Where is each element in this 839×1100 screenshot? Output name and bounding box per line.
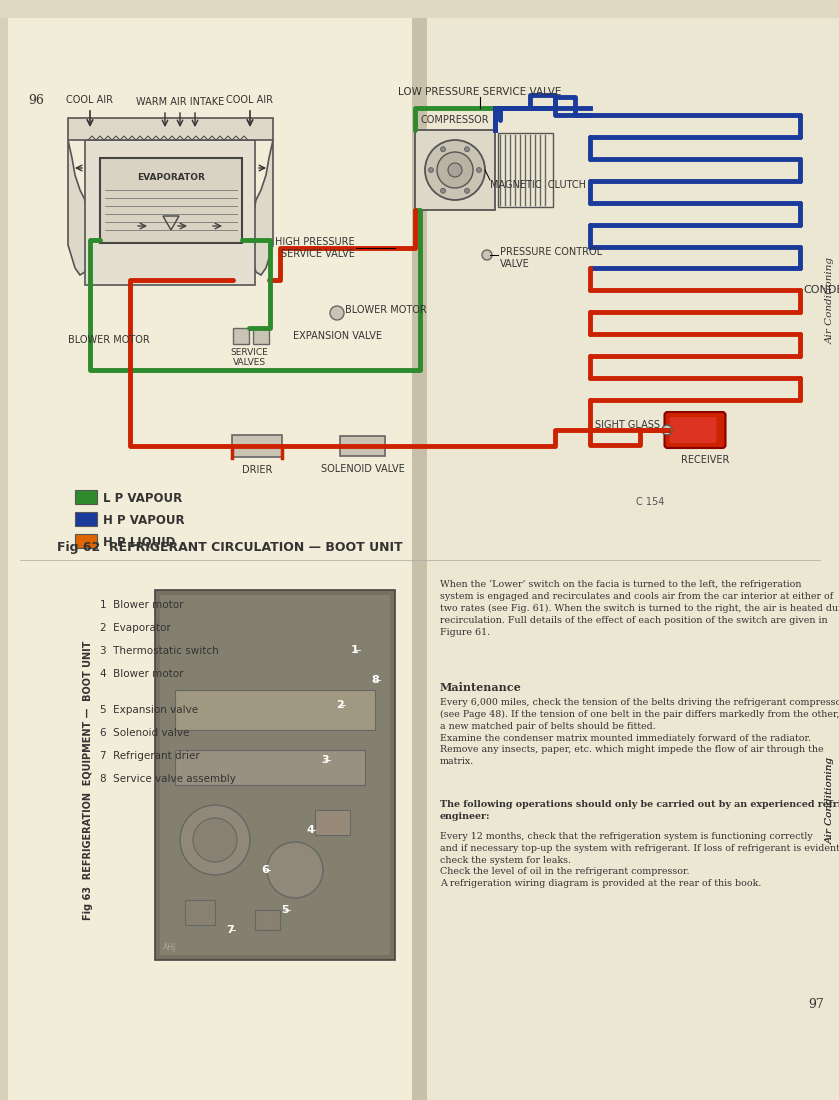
FancyBboxPatch shape (670, 417, 717, 443)
Polygon shape (68, 140, 88, 275)
Text: When the ‘Lower’ switch on the facia is turned to the left, the refrigeration
sy: When the ‘Lower’ switch on the facia is … (440, 580, 839, 637)
Bar (0, 0, 8, 1100)
Text: 8  Service valve assembly: 8 Service valve assembly (100, 774, 236, 784)
Text: H P VAPOUR: H P VAPOUR (103, 514, 185, 527)
Circle shape (440, 188, 446, 194)
Bar (0, 0, 422, 1100)
Bar (175, 750, 365, 785)
Text: LOW PRESSURE SERVICE VALVE: LOW PRESSURE SERVICE VALVE (399, 87, 561, 97)
Bar (315, 810, 350, 835)
Bar (160, 595, 390, 955)
Circle shape (267, 842, 323, 898)
Bar (232, 434, 282, 456)
Text: WARM AIR INTAKE: WARM AIR INTAKE (136, 97, 224, 107)
Text: MAGNETIC  CLUTCH: MAGNETIC CLUTCH (490, 180, 586, 190)
Text: 3  Thermostatic switch: 3 Thermostatic switch (100, 646, 219, 656)
Text: CONDENSER: CONDENSER (803, 285, 839, 295)
Bar (255, 910, 280, 930)
Text: Every 12 months, check that the refrigeration system is functioning correctly
an: Every 12 months, check that the refriger… (440, 832, 839, 888)
Circle shape (193, 818, 237, 862)
Text: HIGH PRESSURE
SERVICE VALVE: HIGH PRESSURE SERVICE VALVE (275, 238, 355, 258)
Text: BLOWER MOTOR: BLOWER MOTOR (345, 305, 427, 315)
Text: 5  Expansion valve: 5 Expansion valve (100, 705, 198, 715)
Circle shape (465, 146, 470, 152)
Text: SOLENOID VALVE: SOLENOID VALVE (320, 464, 404, 474)
Bar (185, 900, 215, 925)
Text: 6  Solenoid valve: 6 Solenoid valve (100, 728, 190, 738)
Text: C 154: C 154 (636, 497, 664, 507)
Circle shape (180, 805, 250, 874)
Text: 2  Evaporator: 2 Evaporator (100, 623, 171, 632)
Text: Fig 63  REFRIGERATION  EQUIPMENT —  BOOT UNIT: Fig 63 REFRIGERATION EQUIPMENT — BOOT UN… (83, 640, 93, 920)
Text: 4: 4 (306, 825, 314, 835)
Text: DRIER: DRIER (242, 465, 272, 475)
Bar (100, 158, 242, 243)
Circle shape (429, 167, 434, 173)
Bar (85, 140, 255, 285)
Text: 1  Blower motor: 1 Blower motor (100, 600, 184, 610)
FancyBboxPatch shape (664, 412, 726, 448)
Text: 5: 5 (281, 905, 289, 915)
Circle shape (440, 146, 446, 152)
Circle shape (662, 425, 672, 435)
Circle shape (465, 188, 470, 194)
Text: 97: 97 (808, 999, 824, 1012)
Text: Every 6,000 miles, check the tension of the belts driving the refrigerant compre: Every 6,000 miles, check the tension of … (440, 698, 839, 767)
Polygon shape (253, 140, 273, 275)
Circle shape (330, 306, 344, 320)
Circle shape (448, 163, 462, 177)
Text: 7: 7 (227, 925, 234, 935)
Bar (75, 534, 97, 548)
Text: Maintenance: Maintenance (440, 682, 522, 693)
Text: COOL AIR: COOL AIR (227, 95, 274, 104)
Bar (175, 690, 375, 730)
Bar (75, 512, 97, 526)
Text: H P LIQUID: H P LIQUID (103, 536, 175, 549)
Text: Air Conditioning: Air Conditioning (826, 757, 835, 844)
Bar (415, 130, 495, 210)
Text: 2: 2 (336, 700, 344, 710)
Bar (75, 490, 97, 504)
Text: COOL AIR: COOL AIR (66, 95, 113, 104)
Text: 7  Refrigerant drier: 7 Refrigerant drier (100, 751, 200, 761)
Circle shape (425, 140, 485, 200)
Text: Fig 62  REFRIGERANT CIRCULATION — BOOT UNIT: Fig 62 REFRIGERANT CIRCULATION — BOOT UN… (57, 541, 403, 554)
Text: 6: 6 (261, 865, 269, 874)
Circle shape (477, 167, 482, 173)
Bar (233, 328, 249, 344)
Text: Air Conditioning: Air Conditioning (826, 256, 835, 343)
Text: SIGHT GLASS: SIGHT GLASS (595, 420, 660, 430)
Bar (340, 436, 385, 456)
Text: 1: 1 (352, 645, 359, 654)
Text: 4  Blower motor: 4 Blower motor (100, 669, 184, 679)
Text: RECEIVER: RECEIVER (680, 455, 729, 465)
Bar (422, 0, 839, 1100)
Text: AHJ: AHJ (163, 943, 176, 951)
Text: 3: 3 (321, 755, 329, 764)
Text: EVAPORATOR: EVAPORATOR (137, 174, 205, 183)
Text: 8: 8 (371, 675, 379, 685)
Text: The following operations should only be carried out by an experienced refrigerat: The following operations should only be … (440, 800, 839, 821)
Bar (155, 590, 395, 960)
Bar (68, 118, 273, 140)
Text: L P VAPOUR: L P VAPOUR (103, 492, 182, 505)
Bar (498, 133, 553, 207)
Circle shape (437, 152, 473, 188)
Bar (412, 0, 427, 1100)
Text: PRESSURE CONTROL
VALVE: PRESSURE CONTROL VALVE (500, 248, 602, 268)
Text: Air Conditioning: Air Conditioning (826, 757, 835, 844)
Text: BLOWER MOTOR: BLOWER MOTOR (68, 336, 149, 345)
Circle shape (482, 250, 492, 260)
Text: SERVICE
VALVES: SERVICE VALVES (230, 348, 268, 367)
Bar (253, 328, 269, 344)
Bar (0, 0, 839, 18)
Text: COMPRESSOR: COMPRESSOR (420, 116, 489, 125)
Text: EXPANSION VALVE: EXPANSION VALVE (293, 331, 382, 341)
Text: 96: 96 (28, 94, 44, 107)
